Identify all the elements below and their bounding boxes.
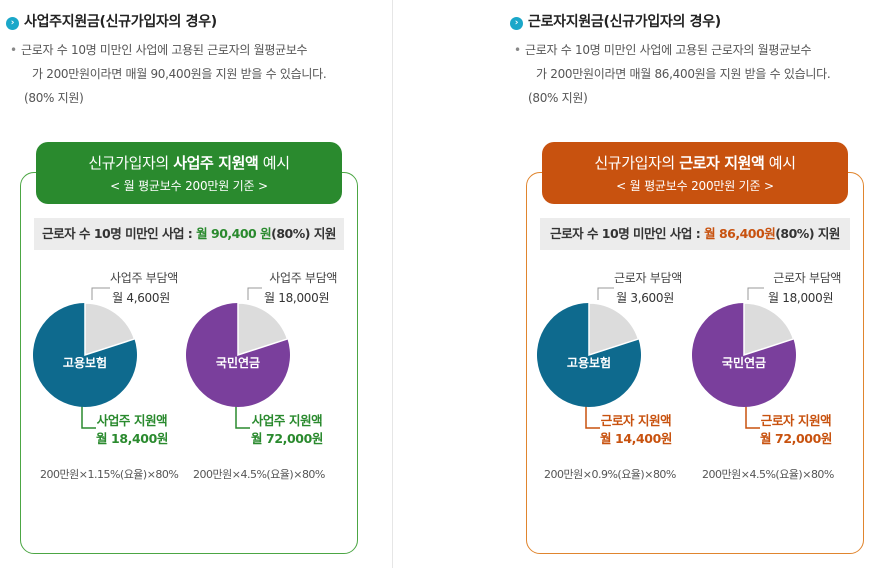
employer-pie1-support: 사업주 지원액 월 18,400원	[96, 412, 168, 448]
worker-banner-bold: 근로자 지원액	[679, 154, 765, 172]
employer-banner-post: 예시	[258, 154, 290, 172]
worker-pie2-formula: 200만원×4.5%(요율)×80%	[702, 468, 834, 481]
employer-pie1-support-amount: 월 18,400원	[96, 431, 168, 446]
worker-pie1-support-amount: 월 14,400원	[600, 431, 672, 446]
employer-pie2-support: 사업주 지원액 월 72,000원	[251, 412, 323, 448]
chevron-right-icon: ›	[510, 17, 523, 30]
employer-pie-employment-insurance	[33, 303, 137, 407]
employer-summary-amount: 월 90,400 원	[196, 226, 272, 241]
employer-summary-pre: 근로자 수 10명 미만인 사업 :	[42, 226, 197, 241]
employer-pie1-burden: 사업주 부담액 월 4,600원	[110, 268, 178, 308]
worker-summary-post: (80%) 지원	[775, 226, 840, 241]
worker-pie1-burden-label: 근로자 부담액	[614, 271, 682, 285]
worker-pie1-burden-amount: 월 3,600원	[616, 291, 674, 305]
worker-banner-post: 예시	[764, 154, 796, 172]
employer-pie-national-pension	[186, 303, 290, 407]
worker-pie1-burden: 근로자 부담액 월 3,600원	[614, 268, 682, 308]
worker-pie1-support-label: 근로자 지원액	[600, 413, 672, 428]
worker-pie2-label: 국민연금	[721, 356, 767, 370]
worker-summary-bar: 근로자 수 10명 미만인 사업 : 월 86,400원(80%) 지원	[540, 218, 850, 250]
employer-pie1-formula: 200만원×1.15%(요율)×80%	[40, 468, 179, 481]
worker-pie2-burden: 근로자 부담액 월 18,000원	[768, 268, 841, 308]
employer-banner-bold: 사업주 지원액	[173, 154, 259, 172]
employer-desc-note: (80% 지원)	[24, 91, 84, 105]
employer-section-title: › 사업주지원금(신규가입자의 경우)	[6, 11, 217, 31]
employer-pie2-label: 국민연금	[215, 356, 261, 370]
worker-summary-pre: 근로자 수 10명 미만인 사업 :	[550, 226, 705, 241]
employer-description: • 근로자 수 10명 미만인 사업에 고용된 근로자의 월평균보수 가 200…	[10, 38, 370, 110]
worker-pie-national-pension	[692, 303, 796, 407]
employer-pie2-burden-label: 사업주 부담액	[269, 271, 338, 285]
bullet-dot-icon: •	[514, 43, 521, 57]
worker-pie1-burden-slice	[588, 303, 640, 357]
worker-pie2-support-amount: 월 72,000원	[760, 431, 832, 446]
worker-summary-amount: 월 86,400원	[704, 226, 776, 241]
employer-pie1-burden-amount: 월 4,600원	[112, 291, 170, 305]
worker-example-banner: 신규가입자의 근로자 지원액 예시 < 월 평균보수 200만원 기준 >	[542, 142, 848, 204]
worker-pie1-label: 고용보험	[566, 356, 612, 370]
worker-desc-line1: 근로자 수 10명 미만인 사업에 고용된 근로자의 월평균보수	[525, 43, 812, 57]
worker-pie2-burden-slice	[743, 303, 795, 357]
worker-banner-pre: 신규가입자의	[594, 154, 680, 172]
employer-pie2-burden: 사업주 부담액 월 18,000원	[264, 268, 337, 308]
worker-pie1-support: 근로자 지원액 월 14,400원	[600, 412, 672, 448]
employer-pie2-support-label: 사업주 지원액	[251, 413, 323, 428]
bullet-dot-icon: •	[10, 43, 17, 57]
employer-pie1-burden-label: 사업주 부담액	[110, 271, 178, 285]
employer-desc-line1: 근로자 수 10명 미만인 사업에 고용된 근로자의 월평균보수	[21, 43, 308, 57]
employer-example-banner: 신규가입자의 사업주 지원액 예시 < 월 평균보수 200만원 기준 >	[36, 142, 342, 204]
worker-section: › 근로자지원금(신규가입자의 경우) • 근로자 수 10명 미만인 사업에 고…	[446, 0, 891, 586]
employer-pie1-label: 고용보험	[62, 356, 108, 370]
employer-summary-bar: 근로자 수 10명 미만인 사업 : 월 90,400 원(80%) 지원	[34, 218, 344, 250]
worker-desc-line2: 가 200만원이라면 매월 86,400원을 지원 받을 수 있습니다.	[536, 67, 831, 81]
worker-pie2-burden-label: 근로자 부담액	[773, 271, 842, 285]
employer-pie1-support-label: 사업주 지원액	[96, 413, 168, 428]
worker-desc-note: (80% 지원)	[528, 91, 588, 105]
employer-pie2-burden-slice	[237, 303, 289, 357]
employer-section: › 사업주지원금(신규가입자의 경우) • 근로자 수 10명 미만인 사업에 고…	[0, 0, 445, 586]
worker-description: • 근로자 수 10명 미만인 사업에 고용된 근로자의 월평균보수 가 200…	[514, 38, 874, 110]
employer-summary-post: (80%) 지원	[271, 226, 336, 241]
worker-section-title: › 근로자지원금(신규가입자의 경우)	[510, 11, 721, 31]
worker-pie2-support: 근로자 지원액 월 72,000원	[760, 412, 832, 448]
chevron-right-icon: ›	[6, 17, 19, 30]
worker-pie2-burden-amount: 월 18,000원	[768, 291, 834, 305]
employer-pie1-burden-slice	[84, 303, 136, 357]
employer-pie2-formula: 200만원×4.5%(요율)×80%	[193, 468, 325, 481]
worker-pie2-support-label: 근로자 지원액	[760, 413, 832, 428]
employer-banner-pre: 신규가입자의	[88, 154, 174, 172]
employer-pie2-support-amount: 월 72,000원	[251, 431, 323, 446]
column-divider	[392, 0, 393, 568]
worker-banner-sub: < 월 평균보수 200만원 기준 >	[616, 179, 774, 193]
worker-pie-employment-insurance	[537, 303, 641, 407]
worker-pie1-formula: 200만원×0.9%(요율)×80%	[544, 468, 676, 481]
employer-desc-line2: 가 200만원이라면 매월 90,400원을 지원 받을 수 있습니다.	[32, 67, 327, 81]
employer-banner-sub: < 월 평균보수 200만원 기준 >	[110, 179, 268, 193]
employer-pie2-burden-amount: 월 18,000원	[264, 291, 330, 305]
